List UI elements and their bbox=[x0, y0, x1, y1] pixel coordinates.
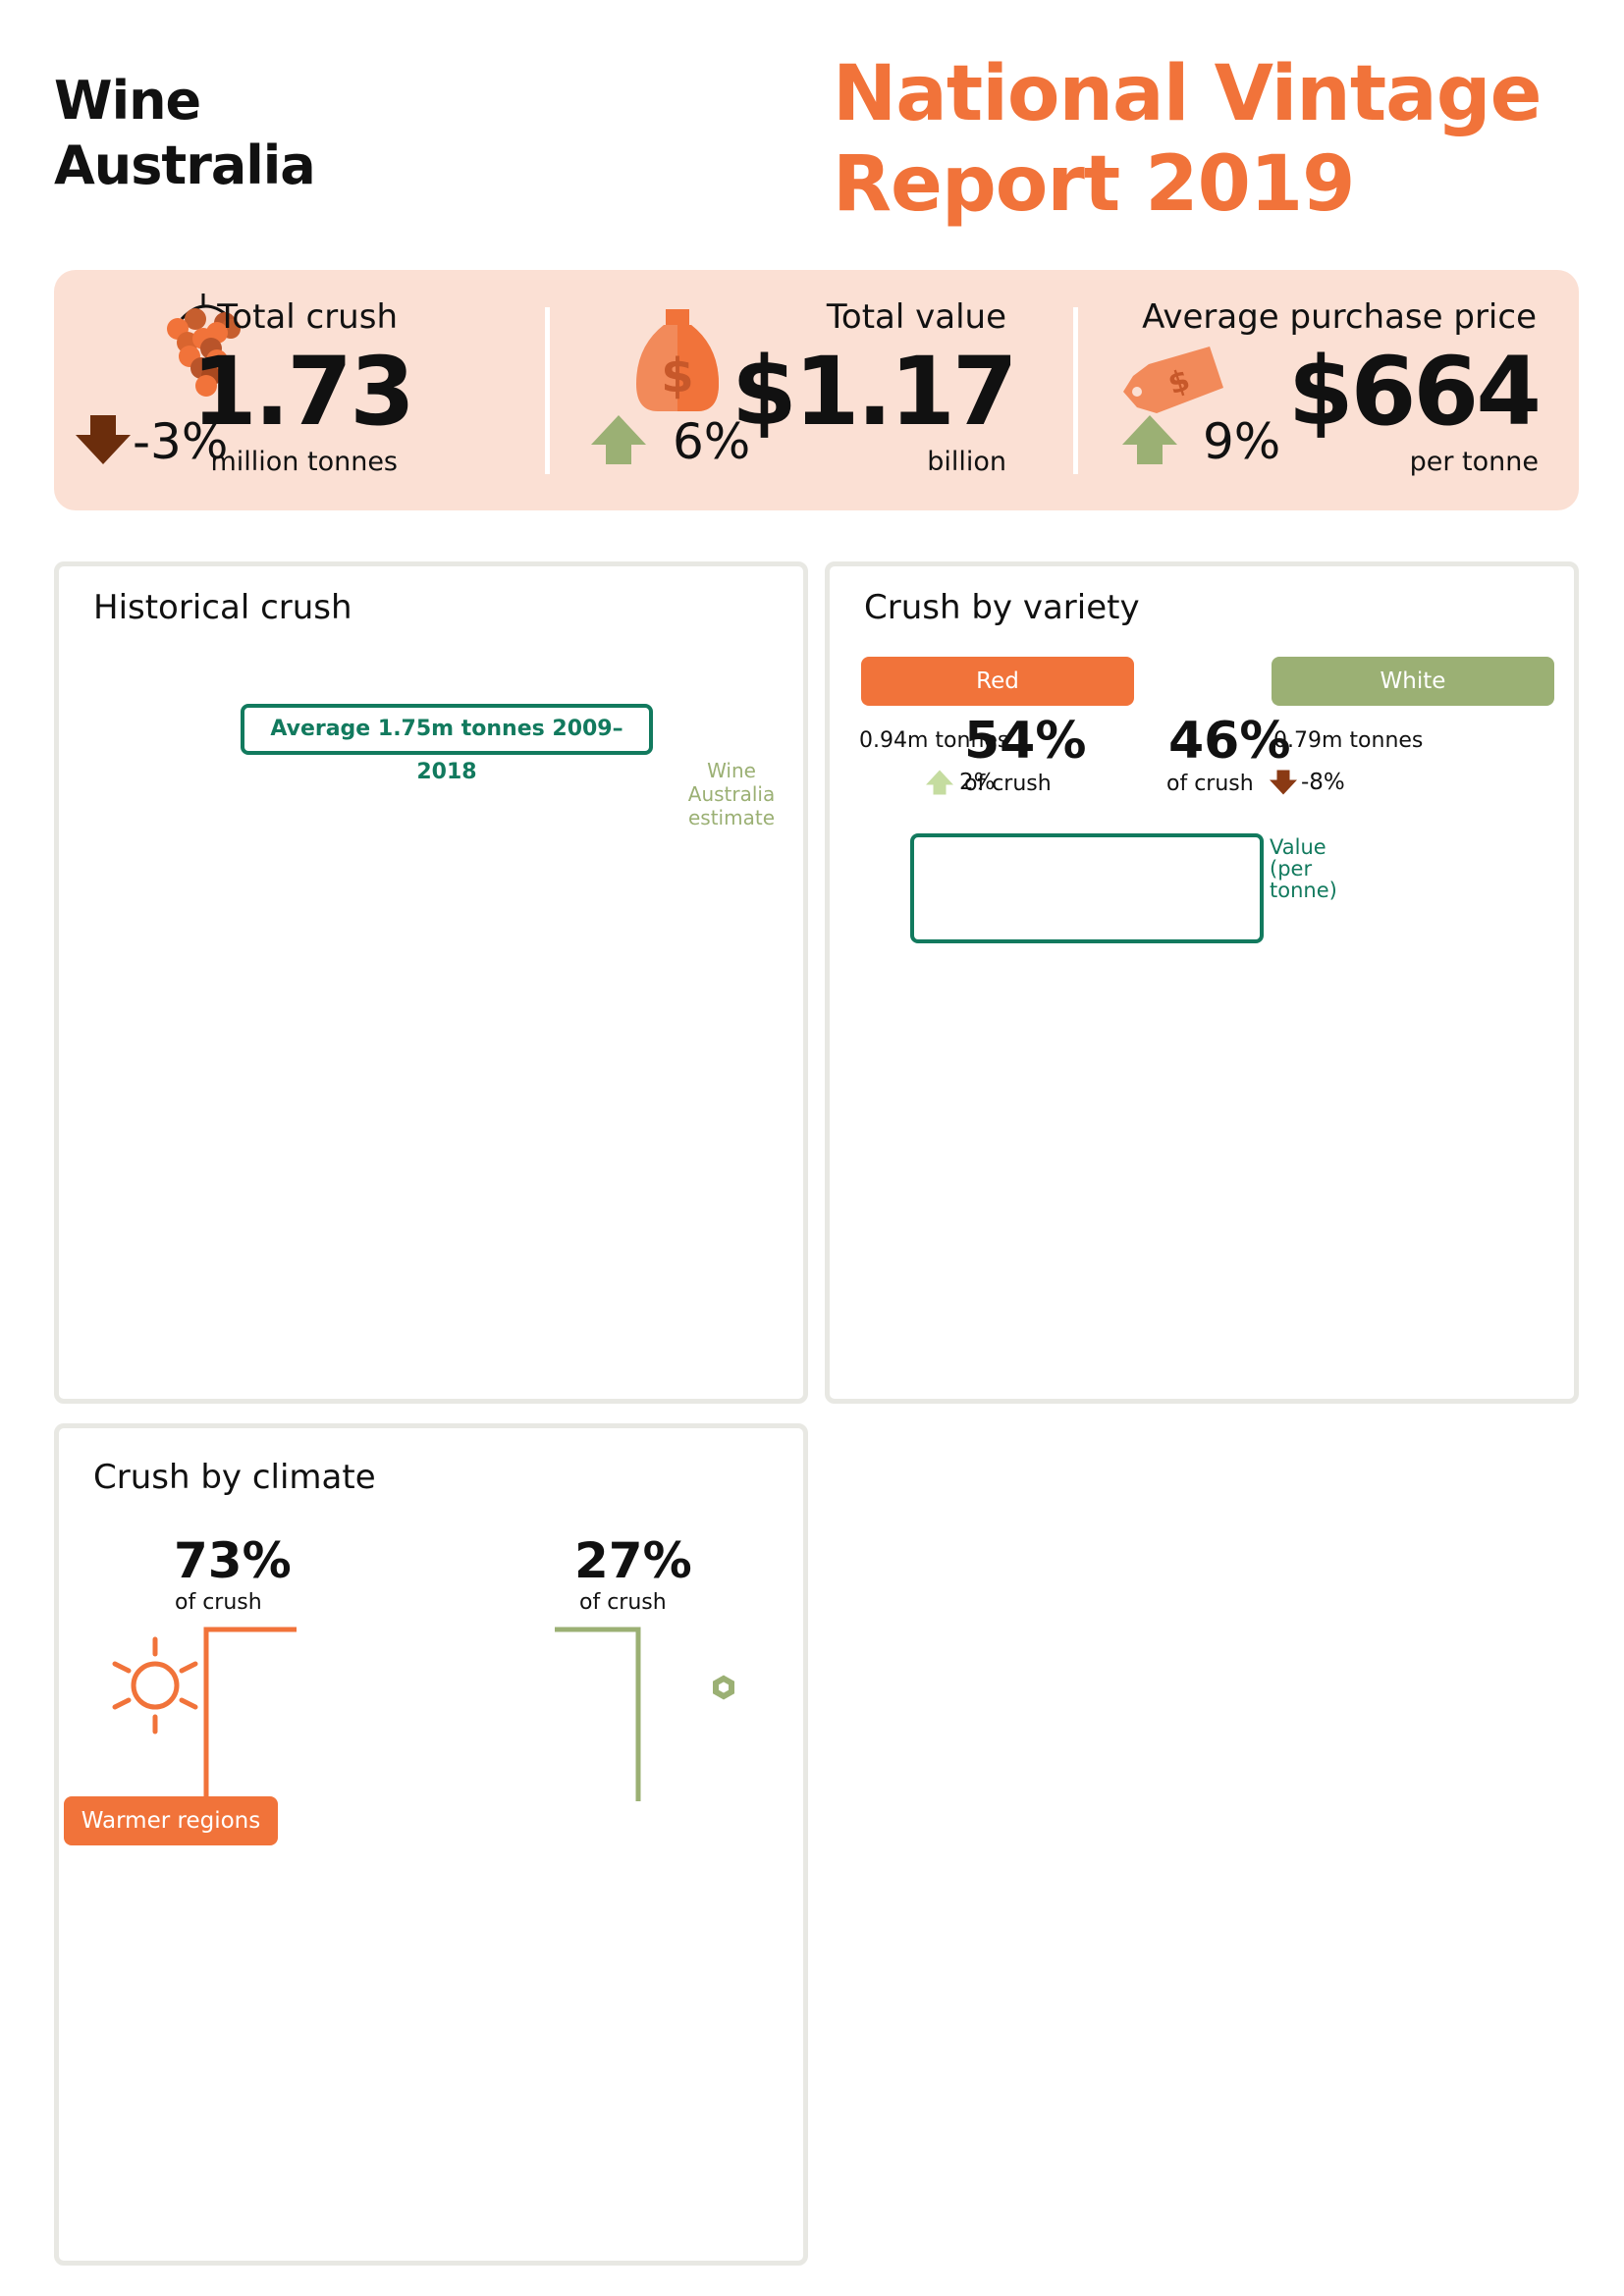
red-share-caption: of crush bbox=[964, 772, 1052, 796]
kpi-band: -3% Total crush 1.73 million tonnes $ 6%… bbox=[54, 270, 1579, 510]
arrow-up-icon bbox=[591, 415, 646, 464]
page-title: National Vintage Report 2019 bbox=[833, 49, 1542, 230]
kpi-value-change: 6% bbox=[673, 413, 751, 470]
red-share: 54% bbox=[964, 712, 1087, 771]
arrow-down-icon bbox=[76, 415, 131, 464]
cool-connector bbox=[555, 1627, 641, 1801]
crush-by-climate-title: Crush by climate bbox=[93, 1458, 376, 1497]
arrow-up-icon bbox=[926, 770, 953, 795]
kpi-divider bbox=[1073, 307, 1078, 474]
estimate-note-line: estimate bbox=[687, 806, 775, 829]
arrow-up-icon bbox=[1122, 415, 1177, 464]
climate-donut-chart bbox=[112, 1627, 734, 1801]
brand-logo: Wine Australia bbox=[54, 69, 316, 198]
warm-connector bbox=[203, 1627, 297, 1801]
estimate-note-line: Wine bbox=[707, 759, 756, 782]
white-change: -8% bbox=[1301, 770, 1345, 795]
money-bag-icon: $ bbox=[636, 309, 719, 411]
cool-share: 27% bbox=[574, 1532, 692, 1589]
white-share-caption: of crush bbox=[1166, 772, 1254, 796]
grape-bunch-icon bbox=[167, 294, 241, 397]
value-label-line: (per bbox=[1270, 857, 1313, 881]
kpi-price-unit: per tonne bbox=[1409, 447, 1539, 477]
sun-icon bbox=[112, 1636, 198, 1735]
kpi-crush-label: Total crush bbox=[217, 297, 398, 337]
crush-by-climate-card: Crush by climate 73% of crush 27% of cru… bbox=[54, 1423, 808, 2266]
variety-bar-chart bbox=[830, 566, 1574, 1399]
cool-share-caption: of crush bbox=[579, 1590, 667, 1615]
kpi-price-value: $664 bbox=[1287, 337, 1542, 447]
warm-regions-label: Warmer regions bbox=[64, 1796, 278, 1845]
red-label: Red bbox=[861, 657, 1134, 706]
kpi-price-change: 9% bbox=[1203, 413, 1281, 470]
average-callout: Average 1.75m tonnes 2009–2018 bbox=[241, 704, 653, 784]
kpi-value-label: Total value bbox=[826, 297, 1006, 337]
kpi-crush-unit: million tonnes bbox=[210, 447, 398, 477]
white-label: White bbox=[1272, 657, 1554, 706]
kpi-value-unit: billion bbox=[927, 447, 1006, 477]
kpi-crush-value: 1.73 bbox=[191, 337, 415, 447]
crush-by-variety-title: Crush by variety bbox=[864, 588, 1140, 627]
arrow-down-icon bbox=[1270, 770, 1297, 795]
crush-by-variety-card: Crush by variety Red White 0.94m tonnes … bbox=[825, 561, 1579, 1404]
white-share: 46% bbox=[1168, 712, 1291, 771]
snowflake-icon bbox=[713, 1675, 734, 1700]
brand-line-1: Wine bbox=[54, 70, 201, 132]
kpi-divider bbox=[545, 307, 550, 474]
estimate-note-line: Australia bbox=[687, 782, 776, 806]
white-tonnes: 0.79m tonnes bbox=[1273, 728, 1424, 753]
warm-share: 73% bbox=[174, 1532, 292, 1589]
red-change: 2% bbox=[959, 770, 996, 795]
historical-crush-title: Historical crush bbox=[93, 588, 352, 627]
red-tonnes: 0.94m tonnes bbox=[859, 728, 1009, 753]
value-label-line: tonne) bbox=[1270, 879, 1337, 902]
title-line-1: National Vintage bbox=[833, 50, 1542, 138]
price-tag-icon: $ bbox=[1123, 347, 1223, 413]
value-per-tonne-label: Value (per tonne) bbox=[1270, 836, 1337, 901]
historical-crush-chart bbox=[59, 566, 803, 1399]
title-line-2: Report 2019 bbox=[833, 140, 1355, 229]
kpi-price-label: Average purchase price bbox=[1142, 297, 1537, 337]
svg-text:$: $ bbox=[661, 348, 693, 403]
estimate-note: Wine Australia estimate bbox=[677, 759, 785, 829]
variety-value-box bbox=[910, 833, 1264, 943]
value-label-line: Value bbox=[1270, 835, 1326, 859]
brand-line-2: Australia bbox=[54, 134, 316, 196]
kpi-value-value: $1.17 bbox=[731, 337, 1018, 447]
kpi-crush-change: -3% bbox=[133, 413, 229, 470]
historical-crush-card: Historical crush Average 1.75m tonnes 20… bbox=[54, 561, 808, 1404]
warm-share-caption: of crush bbox=[175, 1590, 262, 1615]
